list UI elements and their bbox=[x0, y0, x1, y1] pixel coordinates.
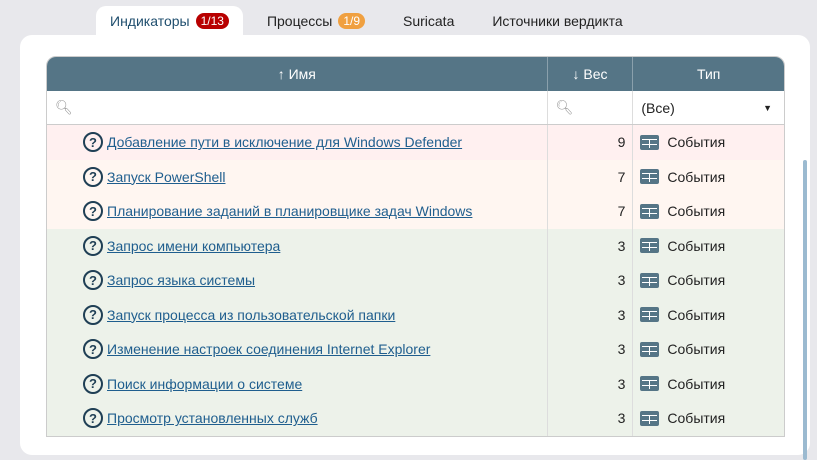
type-cell: События bbox=[633, 160, 784, 195]
help-icon[interactable]: ? bbox=[83, 235, 103, 256]
table-icon bbox=[640, 341, 660, 357]
table-row: ? Добавление пути в исключение для Window… bbox=[47, 125, 784, 160]
help-icon[interactable]: ? bbox=[83, 408, 103, 429]
weight-filter-input[interactable]: 🔍︎ bbox=[548, 91, 634, 124]
type-label: События bbox=[667, 272, 726, 289]
type-label: События bbox=[667, 410, 726, 427]
name-cell: ? Запрос имени компьютера bbox=[47, 228, 548, 263]
table-row: ? Просмотр установленных служб 3 События bbox=[47, 401, 784, 436]
table-row: ? Планирование заданий в планировщике зад… bbox=[47, 194, 784, 229]
weight-cell: 3 bbox=[548, 332, 634, 367]
weight-cell: 3 bbox=[548, 401, 634, 436]
weight-cell: 3 bbox=[548, 263, 634, 298]
table-icon bbox=[640, 410, 660, 426]
indicator-link[interactable]: Планирование заданий в планировщике зада… bbox=[107, 203, 473, 220]
indicator-link[interactable]: Добавление пути в исключение для Windows… bbox=[107, 134, 463, 151]
table-icon bbox=[640, 238, 660, 254]
name-cell: ? Запуск процесса из пользовательской пап… bbox=[47, 297, 548, 332]
type-filter-select[interactable]: (Все) ▼ bbox=[633, 91, 784, 124]
help-icon[interactable]: ? bbox=[83, 373, 103, 394]
indicators-table: ↑ Имя ↓ Вес Тип 🔍︎ 🔍︎ (Все) ▼ ? Добавление… bbox=[46, 56, 785, 437]
indicator-link[interactable]: Запрос имени компьютера bbox=[107, 237, 281, 254]
tab-suricata[interactable]: Suricata bbox=[389, 6, 468, 36]
table-icon bbox=[640, 307, 660, 323]
name-cell: ? Добавление пути в исключение для Window… bbox=[47, 125, 548, 160]
help-icon[interactable]: ? bbox=[83, 270, 103, 291]
content-card: ↑ Имя ↓ Вес Тип 🔍︎ 🔍︎ (Все) ▼ ? Добавление… bbox=[20, 35, 810, 460]
tab-label: Suricata bbox=[403, 13, 455, 29]
search-icon: 🔍︎ bbox=[55, 99, 73, 115]
type-cell: События bbox=[633, 401, 784, 436]
table-icon bbox=[640, 376, 660, 392]
table-row: ? Запрос имени компьютера 3 События bbox=[47, 228, 784, 264]
tab-verdict-sources[interactable]: Источники вердикта bbox=[478, 6, 636, 36]
tab-indicators[interactable]: Индикаторы 1/13 bbox=[96, 6, 243, 36]
type-label: События bbox=[667, 237, 726, 254]
column-header-weight[interactable]: ↓ Вес bbox=[548, 57, 634, 91]
tab-label: Процессы bbox=[266, 13, 333, 29]
table-icon bbox=[640, 169, 660, 185]
indicator-link[interactable]: Запрос языка системы bbox=[107, 272, 256, 289]
table-row: ? Запуск процесса из пользовательской пап… bbox=[47, 297, 784, 333]
indicator-link[interactable]: Запуск процесса из пользовательской папк… bbox=[107, 306, 396, 323]
type-cell: События bbox=[633, 367, 784, 402]
type-label: События bbox=[667, 341, 726, 358]
column-header-type[interactable]: Тип bbox=[697, 66, 721, 82]
help-icon[interactable]: ? bbox=[83, 339, 103, 360]
indicator-link[interactable]: Поиск информации о системе bbox=[107, 375, 303, 392]
help-icon[interactable]: ? bbox=[83, 132, 103, 153]
name-cell: ? Планирование заданий в планировщике зад… bbox=[47, 194, 548, 229]
name-cell: ? Просмотр установленных служб bbox=[47, 401, 548, 436]
tab-bar: Индикаторы 1/13 Процессы 1/9 Suricata Исто… bbox=[96, 6, 647, 36]
indicator-link[interactable]: Изменение настроек соединения Internet E… bbox=[107, 341, 431, 358]
type-label: События bbox=[667, 203, 726, 220]
table-icon bbox=[640, 203, 660, 219]
table-body: ? Добавление пути в исключение для Window… bbox=[47, 125, 784, 436]
name-cell: ? Запрос языка системы bbox=[47, 263, 548, 298]
indicator-link[interactable]: Просмотр установленных служб bbox=[107, 410, 318, 427]
weight-cell: 9 bbox=[548, 125, 634, 160]
count-badge: 1/13 bbox=[195, 13, 229, 29]
table-row: ? Запрос языка системы 3 События bbox=[47, 263, 784, 298]
caret-down-icon: ▼ bbox=[763, 102, 772, 113]
help-icon[interactable]: ? bbox=[83, 166, 103, 187]
type-cell: События bbox=[633, 125, 784, 160]
filter-row: 🔍︎ 🔍︎ (Все) ▼ bbox=[47, 91, 784, 125]
type-cell: События bbox=[633, 298, 784, 333]
count-badge: 1/9 bbox=[338, 13, 365, 29]
scrollbar[interactable] bbox=[803, 160, 807, 460]
table-row: ? Изменение настроек соединения Internet … bbox=[47, 332, 784, 367]
type-cell: События bbox=[633, 263, 784, 298]
type-label: События bbox=[667, 168, 726, 185]
name-filter-input[interactable]: 🔍︎ bbox=[47, 91, 548, 124]
type-filter-value: (Все) bbox=[641, 99, 675, 116]
name-cell: ? Запуск PowerShell bbox=[47, 159, 548, 194]
type-cell: События bbox=[633, 194, 784, 229]
tab-label: Источники вердикта bbox=[492, 13, 623, 29]
search-icon: 🔍︎ bbox=[555, 99, 574, 115]
help-icon[interactable]: ? bbox=[83, 304, 103, 325]
name-cell: ? Изменение настроек соединения Internet … bbox=[47, 332, 548, 367]
indicator-link[interactable]: Запуск PowerShell bbox=[107, 168, 226, 185]
table-icon bbox=[640, 272, 660, 288]
weight-cell: 3 bbox=[548, 297, 634, 332]
name-cell: ? Поиск информации о системе bbox=[47, 366, 548, 401]
table-header: ↑ Имя ↓ Вес Тип bbox=[47, 57, 784, 91]
type-label: События bbox=[667, 375, 726, 392]
table-row: ? Поиск информации о системе 3 События bbox=[47, 366, 784, 402]
type-cell: События bbox=[633, 229, 784, 264]
tab-label: Индикаторы bbox=[110, 13, 190, 29]
weight-cell: 7 bbox=[548, 159, 634, 194]
weight-cell: 7 bbox=[548, 194, 634, 229]
column-header-name[interactable]: ↑ Имя bbox=[47, 57, 548, 91]
help-icon[interactable]: ? bbox=[83, 201, 103, 222]
table-row: ? Запуск PowerShell 7 События bbox=[47, 159, 784, 195]
type-label: События bbox=[667, 306, 726, 323]
tab-processes[interactable]: Процессы 1/9 bbox=[253, 6, 379, 36]
type-cell: События bbox=[633, 332, 784, 367]
weight-cell: 3 bbox=[548, 366, 634, 401]
weight-cell: 3 bbox=[548, 228, 634, 263]
table-icon bbox=[640, 134, 660, 150]
type-label: События bbox=[667, 134, 726, 151]
